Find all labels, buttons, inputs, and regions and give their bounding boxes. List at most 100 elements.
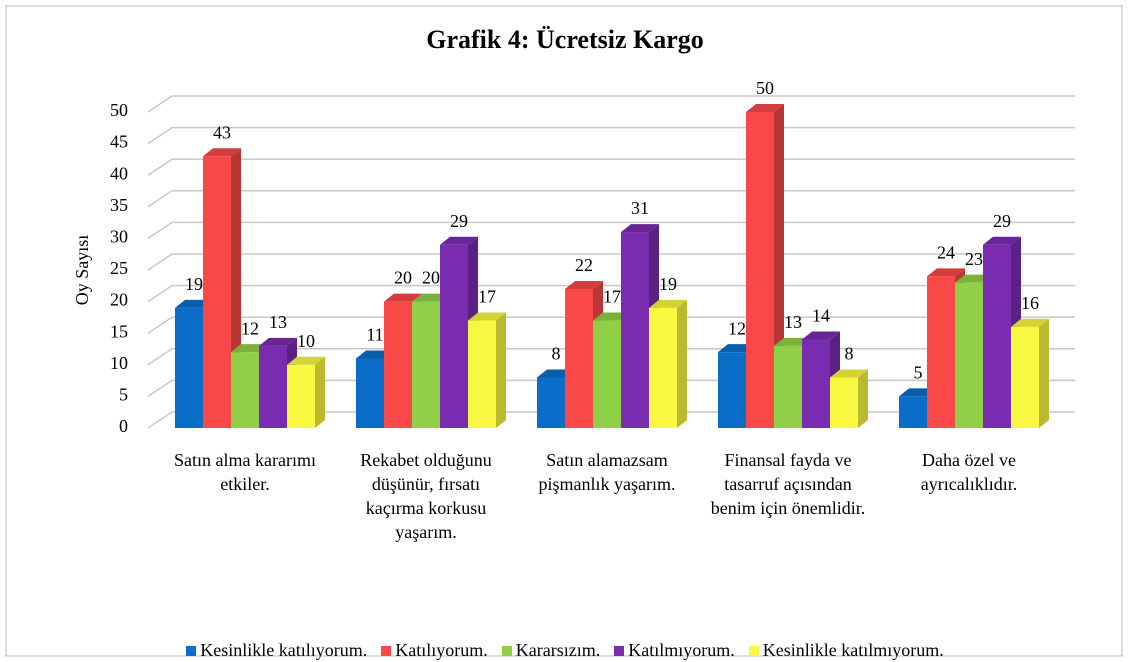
bar-side — [1039, 318, 1049, 428]
bar — [537, 377, 565, 428]
legend-swatch — [614, 646, 625, 656]
data-label: 22 — [575, 255, 593, 275]
bar-top — [565, 280, 603, 289]
data-label: 11 — [366, 325, 383, 345]
bar — [565, 288, 593, 428]
x-tick-label: Satın alamazsam pişmanlık yaşarım. — [538, 450, 676, 494]
bar — [899, 396, 927, 428]
bar-top — [440, 236, 478, 245]
y-tick-label: 50 — [110, 100, 128, 120]
y-tick-label: 10 — [110, 353, 128, 373]
data-label: 12 — [728, 318, 746, 338]
bar — [203, 156, 231, 429]
x-tick-label: Rekabet olduğunu düşünür, fırsatı kaçırm… — [360, 450, 492, 542]
y-tick-label: 20 — [110, 290, 128, 310]
bar — [412, 301, 440, 428]
legend-swatch — [381, 646, 392, 656]
data-label: 20 — [394, 268, 412, 288]
legend-item: Katılıyorum. — [381, 640, 488, 661]
bar — [802, 339, 830, 428]
bar-top — [746, 104, 784, 112]
bar — [746, 112, 774, 428]
bar-side — [858, 369, 868, 428]
bar — [955, 282, 983, 428]
x-tick-label: Finansal fayda ve tasarruf açısından ben… — [710, 450, 866, 518]
data-label: 29 — [450, 211, 468, 231]
y-tick-label: 15 — [110, 321, 128, 341]
y-tick-label: 0 — [119, 416, 128, 436]
x-tick-label: Satın alma kararımı etkiler. — [174, 450, 316, 494]
bar — [356, 358, 384, 428]
data-label: 50 — [756, 78, 774, 98]
bar — [468, 320, 496, 428]
bar — [384, 301, 412, 428]
bar — [774, 345, 802, 428]
bar-top — [287, 356, 325, 365]
data-label: 13 — [269, 312, 287, 332]
data-label: 12 — [241, 318, 259, 338]
grid-line — [147, 95, 1075, 113]
y-tick-label: 5 — [119, 385, 128, 405]
data-label: 43 — [213, 122, 231, 142]
data-label: 14 — [812, 306, 830, 326]
legend-item: Katılmıyorum. — [614, 640, 735, 661]
data-label: 24 — [937, 242, 955, 262]
bar-top — [621, 224, 659, 233]
y-axis-label: Oy Sayısı — [72, 235, 92, 306]
data-label: 31 — [631, 198, 649, 218]
legend-swatch — [748, 646, 759, 656]
bar — [621, 232, 649, 428]
bar — [259, 345, 287, 428]
bar-top — [468, 312, 506, 321]
legend-item: Kesinlikle katılmıyorum. — [748, 640, 944, 661]
bar-top — [259, 337, 297, 346]
legend-label: Kesinlikle katılıyorum. — [200, 640, 368, 660]
data-label: 10 — [297, 331, 315, 351]
bar — [983, 244, 1011, 428]
x-tick-label: Daha özel ve ayrıcalıklıdır. — [920, 450, 1018, 494]
legend-item: Kararsızım. — [501, 640, 600, 661]
bar-top — [649, 299, 687, 308]
legend-label: Katılmıyorum. — [628, 640, 735, 660]
bar — [175, 307, 203, 428]
bar-top — [927, 268, 965, 277]
grid-line — [147, 126, 1075, 145]
legend-item: Kesinlikle katılıyorum. — [186, 640, 367, 661]
y-tick-label: 25 — [110, 258, 128, 278]
y-tick-label: 30 — [110, 227, 128, 247]
data-label: 17 — [603, 287, 621, 307]
data-label: 29 — [993, 211, 1011, 231]
data-label: 20 — [422, 268, 440, 288]
data-label: 5 — [914, 363, 923, 383]
data-label: 17 — [478, 287, 496, 307]
grid-line — [147, 253, 1075, 271]
bar — [927, 276, 955, 428]
frame — [5, 5, 1123, 657]
legend-swatch — [186, 646, 197, 656]
legend: Kesinlikle katılıyorum. Katılıyorum. Karar… — [0, 640, 1130, 661]
bar-top — [802, 331, 840, 340]
bar — [593, 320, 621, 428]
bar — [287, 364, 315, 428]
bar — [231, 352, 259, 428]
y-tick-label: 35 — [110, 195, 128, 215]
chart-title: Grafik 4: Ücretsiz Kargo — [426, 25, 704, 54]
bar — [830, 377, 858, 428]
bar — [1011, 326, 1039, 428]
y-tick-label: 45 — [110, 132, 128, 152]
grid-line — [147, 221, 1075, 240]
bar — [649, 307, 677, 428]
legend-swatch — [501, 646, 512, 656]
bar-top — [1011, 318, 1049, 327]
data-label: 8 — [552, 344, 561, 364]
data-label: 23 — [965, 249, 983, 269]
grid-line — [147, 190, 1075, 208]
grid-line — [147, 158, 1075, 176]
bar-top — [983, 236, 1021, 245]
data-label: 19 — [659, 274, 677, 294]
data-label: 13 — [784, 312, 802, 332]
y-tick-label: 40 — [110, 163, 128, 183]
bar-top — [830, 369, 868, 378]
